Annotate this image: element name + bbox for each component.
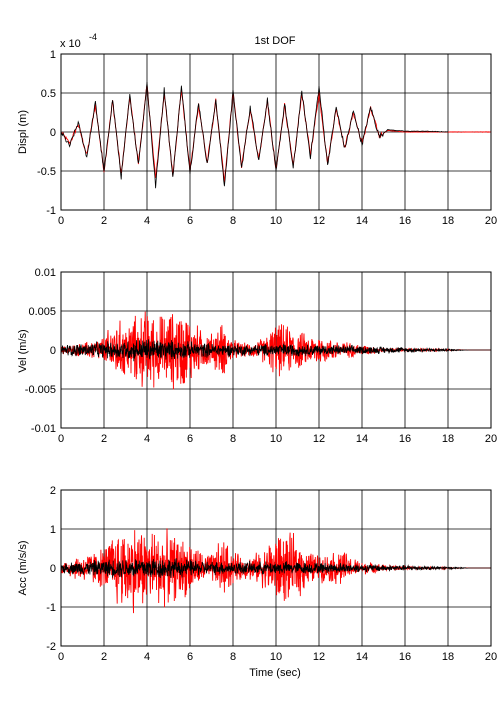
x-tick-label: 8 (230, 215, 236, 227)
x-tick-label: 16 (399, 433, 411, 445)
y-tick-label: 0 (50, 563, 56, 575)
panel-title: 1st DOF (255, 35, 296, 47)
y-axis-label: Acc (m/s/s) (17, 541, 29, 596)
y-tick-label: 1 (50, 524, 56, 536)
x-tick-label: 4 (144, 433, 150, 445)
x-tick-label: 8 (230, 651, 236, 663)
x-axis-label: Time (sec) (249, 667, 301, 679)
x-tick-label: 0 (58, 651, 64, 663)
x-tick-label: 16 (399, 651, 411, 663)
acceleration-panel: Acc (m/s/s) Time (sec) 0 2 4 6 8 10 12 14 16 18 20… (17, 485, 497, 679)
series-line (60, 339, 491, 362)
x-tick-label: 14 (356, 215, 368, 227)
x-tick-label: 10 (270, 433, 282, 445)
y-tick-label: 0 (50, 127, 56, 139)
x-tick-label: 10 (270, 215, 282, 227)
y-tick-label: -2 (46, 641, 56, 653)
x-tick-label: 18 (442, 433, 454, 445)
x-tick-label: 4 (144, 215, 150, 227)
x-tick-label: 2 (101, 433, 107, 445)
x-tick-label: 0 (58, 215, 64, 227)
scale-exponent: -4 (89, 32, 97, 42)
y-tick-label: -0.01 (31, 423, 56, 435)
y-axis-label: Displ (m) (17, 110, 29, 154)
y-tick-label: 0 (50, 345, 56, 357)
y-tick-label: -1 (46, 602, 56, 614)
x-tick-label: 16 (399, 215, 411, 227)
y-tick-label: -0.005 (25, 384, 56, 396)
plot-frame (60, 489, 492, 647)
plot-frame (60, 271, 492, 429)
x-tick-label: 12 (313, 215, 325, 227)
y-axis-label: Vel (m/s) (17, 329, 29, 372)
y-tick-label: 0.5 (41, 88, 56, 100)
x-tick-label: 2 (101, 651, 107, 663)
x-tick-label: 4 (144, 651, 150, 663)
x-tick-label: 18 (442, 215, 454, 227)
x-tick-label: 6 (187, 433, 193, 445)
y-tick-label: 2 (50, 485, 56, 497)
x-tick-label: 12 (313, 433, 325, 445)
velocity-panel: Vel (m/s) 0 2 4 6 8 10 12 14 16 18 200.010.0050-0.… (17, 267, 497, 445)
x-tick-label: 20 (485, 433, 497, 445)
x-tick-label: 0 (58, 433, 64, 445)
series-line (60, 528, 491, 614)
x-tick-label: 6 (187, 651, 193, 663)
x-tick-label: 14 (356, 433, 368, 445)
x-tick-label: 2 (101, 215, 107, 227)
plot-frame (60, 53, 492, 211)
y-tick-label: 0.005 (28, 306, 56, 318)
x-tick-label: 20 (485, 215, 497, 227)
x-tick-label: 14 (356, 651, 368, 663)
displacement-panel: 1st DOF x 10 -4 Displ (m) 0 2 4 6 8 10 12 14 16 1… (17, 32, 497, 227)
y-tick-label: -1 (46, 205, 56, 217)
series-line (60, 558, 491, 579)
scale-label: x 10 (60, 38, 81, 50)
y-tick-label: 0.01 (35, 267, 56, 279)
x-tick-label: 12 (313, 651, 325, 663)
x-tick-label: 10 (270, 651, 282, 663)
x-tick-label: 20 (485, 651, 497, 663)
y-tick-label: -0.5 (37, 166, 56, 178)
y-tick-label: 1 (50, 49, 56, 61)
series-line (60, 81, 449, 189)
x-tick-label: 18 (442, 651, 454, 663)
x-tick-label: 8 (230, 433, 236, 445)
x-tick-label: 6 (187, 215, 193, 227)
